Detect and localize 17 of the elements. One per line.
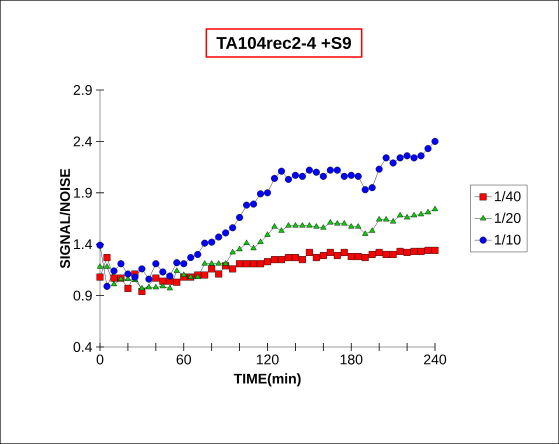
- legend-label: 1/20: [494, 212, 521, 223]
- y-axis-title: SIGNAL/NOISE: [60, 168, 70, 268]
- x-tick-label: 60: [176, 354, 191, 364]
- x-tick-label: 240: [424, 354, 446, 364]
- x-axis-title: TIME(min): [234, 373, 301, 386]
- legend-label: 1/10: [494, 234, 521, 245]
- y-tick-label: 2.9: [74, 85, 92, 95]
- y-tick-label: 0.4: [74, 342, 92, 352]
- legend-label: 1/40: [494, 191, 521, 202]
- chart-title: TA104rec2-4 +S9: [216, 36, 351, 50]
- x-tick-label: 0: [96, 354, 104, 364]
- y-tick-label: 2.4: [74, 136, 92, 146]
- y-tick-label: 0.9: [74, 290, 92, 301]
- y-tick-label: 1.9: [74, 188, 92, 198]
- y-tick-label: 1.4: [74, 239, 92, 250]
- x-tick-label: 120: [256, 354, 279, 364]
- x-tick-label: 180: [340, 354, 362, 364]
